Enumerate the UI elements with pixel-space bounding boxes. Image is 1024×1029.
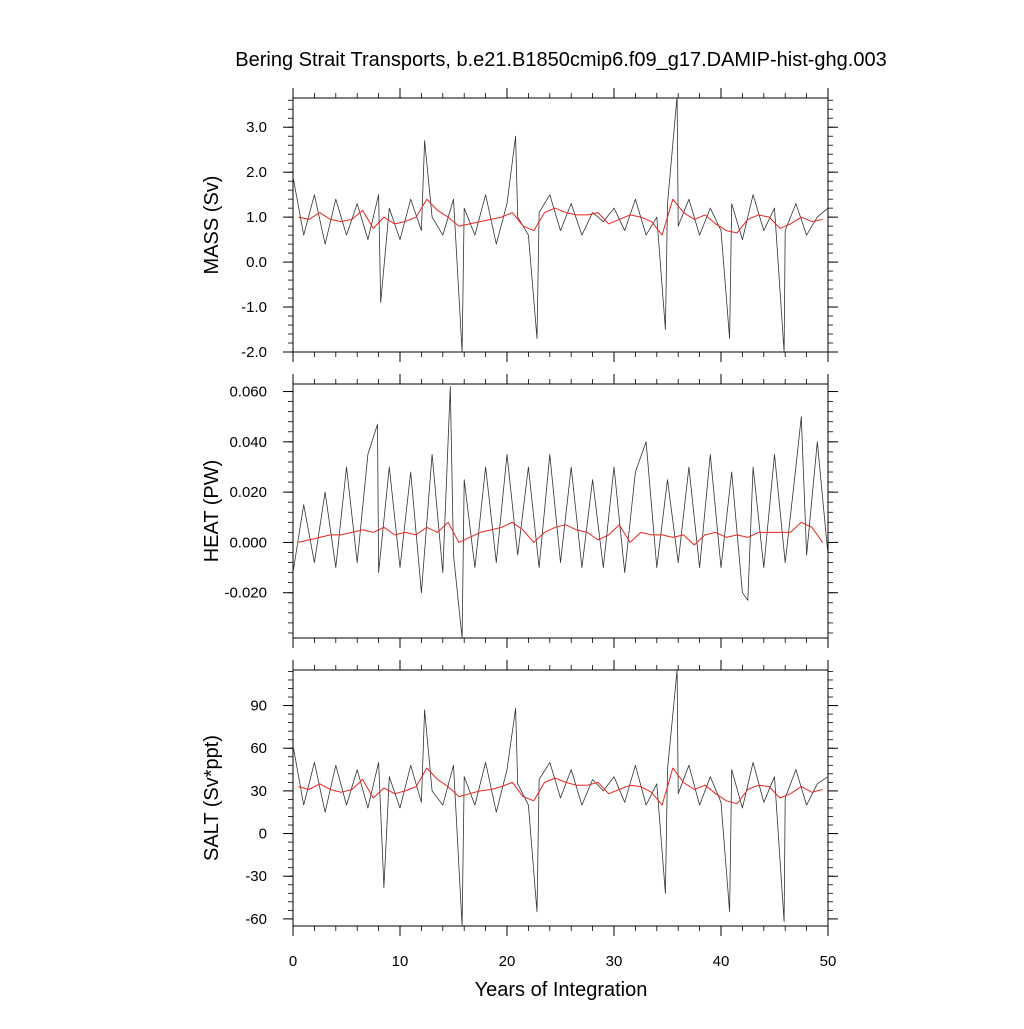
salt-ytick-label: -30 [245,868,267,885]
salt-series-monthly [293,670,828,926]
mass-ytick-label: 1.0 [246,209,267,226]
heat-ytick-label: 0.000 [229,534,267,551]
salt-ytick-label: 0 [259,826,267,843]
heat-ytick-label: 0.060 [229,384,267,401]
heat-ytick-label: 0.040 [229,434,267,451]
mass-series-monthly [293,98,828,352]
mass-ytick-label: -2.0 [241,344,267,361]
mass-y-axis-title: MASS (Sv) [201,176,223,275]
mass-ytick-label: -1.0 [241,299,267,316]
heat-plot-frame [292,383,829,639]
salt-ytick-label: 90 [250,698,267,715]
salt-ytick-label: 30 [250,783,267,800]
panel-salt: -60 -30 0 30 60 90 0 10 20 30 40 50 SALT (Sv*ppt) [201,660,838,970]
salt-y-axis-title: SALT (Sv*ppt) [201,735,223,861]
chart-panels: -2.0 -1.0 0.0 1.0 2.0 3.0 MASS (Sv) -0.020 0.000… [201,88,838,970]
chart-title: Bering Strait Transports, b.e21.B1850cmi… [235,49,886,71]
mass-ytick-label: 0.0 [246,254,267,271]
heat-series-monthly [293,386,828,638]
salt-plot-frame [292,669,829,927]
salt-xtick-label: 40 [713,953,730,970]
mass-series-annual [298,198,823,236]
heat-series-annual [298,521,824,546]
panel-mass: -2.0 -1.0 0.0 1.0 2.0 3.0 MASS (Sv) [201,88,838,362]
mass-ytick-label: 2.0 [246,164,267,181]
salt-xtick-label: 0 [289,953,297,970]
x-axis-title: Years of Integration [475,979,648,1001]
salt-xtick-label: 10 [392,953,409,970]
heat-ytick-label: -0.020 [224,585,267,602]
mass-plot-frame [292,97,829,353]
salt-xtick-label: 30 [606,953,623,970]
salt-xtick-label: 50 [820,953,837,970]
salt-xtick-label: 20 [499,953,516,970]
heat-y-axis-title: HEAT (PW) [201,460,223,563]
salt-ytick-label: 60 [250,740,267,757]
mass-ytick-label: 3.0 [246,119,267,136]
salt-ytick-label: -60 [245,911,267,928]
salt-series-annual [298,767,823,806]
heat-ytick-label: 0.020 [229,484,267,501]
panel-heat: -0.020 0.000 0.020 0.040 0.060 HEAT (PW) [201,374,838,648]
